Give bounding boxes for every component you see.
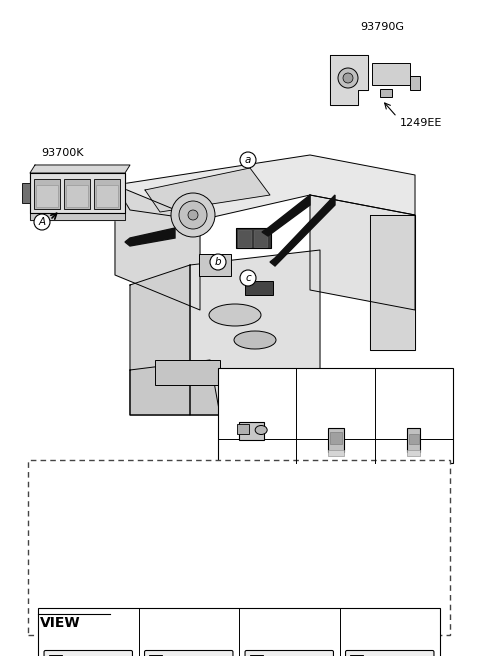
Text: a: a [236, 446, 242, 456]
FancyBboxPatch shape [149, 655, 162, 656]
FancyBboxPatch shape [346, 651, 434, 656]
FancyBboxPatch shape [38, 608, 440, 656]
Text: 93332: 93332 [320, 446, 355, 456]
Circle shape [311, 444, 324, 458]
Text: 94525A: 94525A [238, 446, 281, 456]
FancyBboxPatch shape [350, 655, 363, 656]
Polygon shape [330, 55, 368, 105]
Polygon shape [125, 228, 175, 246]
Text: b: b [314, 446, 321, 456]
Circle shape [171, 193, 215, 237]
Text: 1249EE: 1249EE [400, 118, 443, 128]
Polygon shape [30, 213, 125, 220]
FancyBboxPatch shape [144, 651, 233, 656]
FancyBboxPatch shape [237, 424, 249, 434]
Polygon shape [30, 165, 130, 173]
FancyBboxPatch shape [236, 228, 271, 248]
Circle shape [240, 152, 256, 168]
FancyBboxPatch shape [407, 450, 420, 456]
FancyBboxPatch shape [44, 651, 132, 656]
Text: A: A [92, 618, 100, 628]
FancyBboxPatch shape [34, 179, 60, 209]
Circle shape [179, 201, 207, 229]
FancyBboxPatch shape [327, 450, 344, 456]
Text: a: a [245, 155, 251, 165]
Polygon shape [30, 173, 125, 213]
Circle shape [188, 210, 198, 220]
FancyBboxPatch shape [94, 179, 120, 209]
FancyBboxPatch shape [329, 432, 341, 444]
Polygon shape [310, 195, 415, 310]
FancyBboxPatch shape [327, 428, 344, 452]
FancyBboxPatch shape [64, 179, 90, 209]
Circle shape [240, 270, 256, 286]
FancyBboxPatch shape [372, 63, 410, 85]
FancyBboxPatch shape [48, 655, 61, 656]
Circle shape [338, 68, 358, 88]
FancyBboxPatch shape [245, 651, 334, 656]
Text: 93333: 93333 [398, 446, 433, 456]
FancyBboxPatch shape [407, 428, 420, 452]
Ellipse shape [234, 331, 276, 349]
Polygon shape [370, 215, 415, 350]
Polygon shape [270, 195, 335, 266]
FancyBboxPatch shape [238, 230, 251, 247]
Text: 93790G: 93790G [360, 22, 404, 32]
FancyBboxPatch shape [253, 230, 266, 247]
Bar [28, 460, 450, 635]
FancyBboxPatch shape [380, 89, 392, 97]
Circle shape [210, 254, 226, 270]
Text: b: b [215, 257, 221, 267]
Circle shape [389, 444, 403, 458]
Text: A: A [38, 217, 46, 227]
FancyBboxPatch shape [22, 183, 30, 203]
FancyBboxPatch shape [250, 655, 263, 656]
FancyBboxPatch shape [410, 76, 420, 90]
FancyBboxPatch shape [409, 434, 419, 444]
FancyBboxPatch shape [96, 185, 118, 207]
Ellipse shape [209, 304, 261, 326]
Polygon shape [115, 155, 415, 220]
Circle shape [343, 73, 353, 83]
Text: VIEW: VIEW [40, 616, 81, 630]
Circle shape [34, 214, 50, 230]
FancyBboxPatch shape [218, 368, 453, 463]
Polygon shape [262, 195, 310, 236]
FancyBboxPatch shape [245, 281, 273, 295]
FancyBboxPatch shape [155, 360, 220, 385]
Circle shape [88, 615, 104, 631]
Polygon shape [115, 185, 200, 310]
Text: c: c [245, 273, 251, 283]
Text: 93700K: 93700K [41, 148, 83, 158]
Ellipse shape [255, 426, 267, 434]
FancyBboxPatch shape [199, 254, 231, 276]
FancyBboxPatch shape [36, 185, 58, 207]
FancyBboxPatch shape [239, 422, 264, 440]
Circle shape [232, 444, 246, 458]
Polygon shape [130, 265, 190, 415]
Text: c: c [393, 446, 398, 456]
Polygon shape [190, 250, 320, 415]
Polygon shape [130, 360, 220, 415]
FancyBboxPatch shape [66, 185, 88, 207]
Polygon shape [145, 168, 270, 212]
